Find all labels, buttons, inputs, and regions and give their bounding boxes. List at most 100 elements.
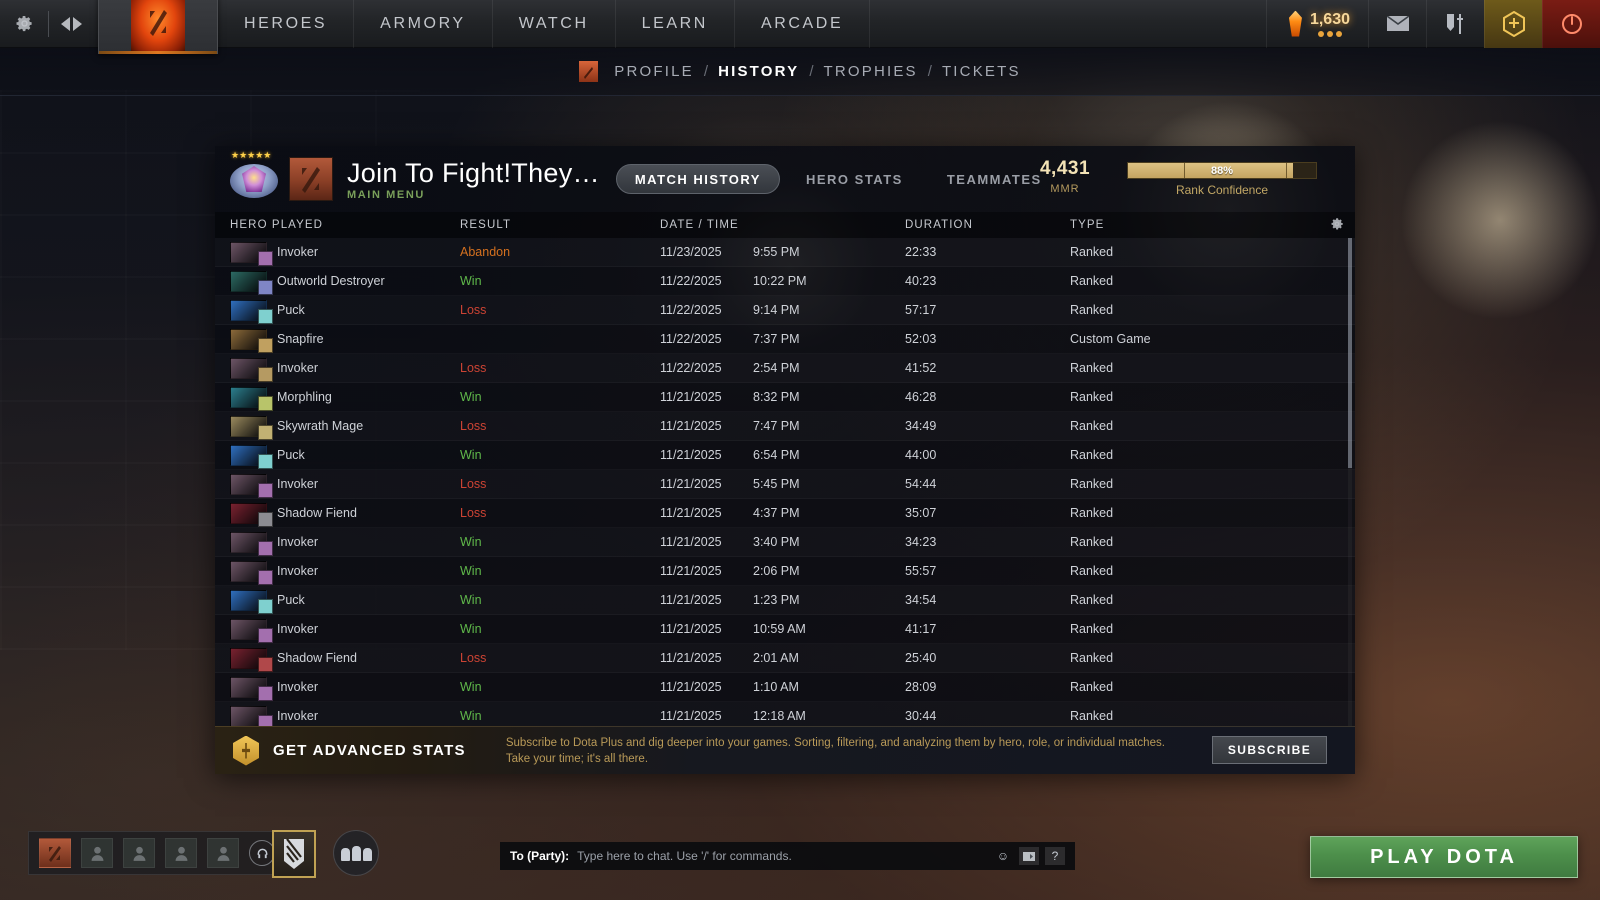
table-row[interactable]: Puck Win 11/21/2025 6:54 PM 44:00 Ranked — [215, 441, 1355, 470]
table-scrollbar-thumb[interactable] — [1348, 238, 1352, 468]
table-row[interactable]: Morphling Win 11/21/2025 8:32 PM 46:28 Ranked — [215, 383, 1355, 412]
table-settings-gear-icon[interactable] — [1329, 216, 1345, 235]
cell-hero: Puck — [215, 444, 460, 469]
table-row[interactable]: Invoker Loss 11/21/2025 5:45 PM 54:44 Ranked — [215, 470, 1355, 499]
power-button[interactable] — [1542, 0, 1600, 48]
shard-progress-dots — [1310, 30, 1350, 37]
friends-button[interactable] — [333, 830, 379, 876]
play-dota-button[interactable]: PLAY DOTA — [1310, 836, 1578, 878]
table-row[interactable]: Invoker Win 11/21/2025 12:18 AM 30:44 Ranked — [215, 702, 1355, 728]
dota-avatar-icon — [49, 845, 61, 862]
dota-logo-icon — [131, 0, 185, 53]
table-row[interactable]: Invoker Win 11/21/2025 10:59 AM 41:17 Ranked — [215, 615, 1355, 644]
hero-name: Invoker — [277, 535, 318, 549]
guild-button[interactable] — [272, 830, 316, 878]
cell-type: Ranked — [1070, 506, 1114, 520]
column-header-result[interactable]: RESULT — [460, 219, 512, 231]
party-slot-self[interactable] — [39, 838, 71, 868]
breadcrumb-history[interactable]: HISTORY — [718, 63, 800, 80]
table-row[interactable]: Snapfire 11/22/2025 7:37 PM 52:03 Custom Gam… — [215, 325, 1355, 354]
match-history-rows[interactable]: Invoker Abandon 11/23/2025 9:55 PM 22:33 Rank… — [215, 238, 1355, 728]
tab-teammates[interactable]: TEAMMATES — [946, 171, 1042, 187]
table-scrollbar-track[interactable] — [1348, 238, 1352, 728]
chat-input-bar[interactable]: To (Party): Type here to chat. Use '/' f… — [500, 842, 1075, 870]
table-row[interactable]: Invoker Win 11/21/2025 2:06 PM 55:57 Ranked — [215, 557, 1355, 586]
table-row[interactable]: Puck Loss 11/22/2025 9:14 PM 57:17 Ranked — [215, 296, 1355, 325]
party-slot-empty[interactable] — [207, 838, 239, 868]
nav-history-arrows[interactable] — [49, 16, 94, 31]
breadcrumb-profile[interactable]: PROFILE — [614, 63, 694, 80]
hero-role-badge-icon — [258, 395, 273, 411]
cell-hero: Outworld Destroyer — [215, 270, 460, 295]
arrow-left-icon[interactable] — [61, 16, 70, 31]
nav-divider — [48, 10, 49, 37]
subscribe-button[interactable]: SUBSCRIBE — [1212, 736, 1327, 764]
dota-plus-button[interactable] — [1484, 0, 1542, 48]
tab-hero-stats[interactable]: HERO STATS — [805, 171, 903, 187]
power-icon — [1561, 13, 1582, 34]
match-time: 7:47 PM — [753, 419, 800, 433]
cell-hero: Invoker — [215, 473, 460, 498]
sticker-icon[interactable] — [1019, 847, 1039, 865]
breadcrumb-separator: / — [703, 63, 709, 80]
table-row[interactable]: Shadow Fiend Loss 11/21/2025 2:01 AM 25:40 Ra… — [215, 644, 1355, 673]
cell-duration: 28:09 — [905, 680, 937, 694]
armory-button[interactable] — [1426, 0, 1484, 48]
breadcrumb-tickets[interactable]: TICKETS — [941, 63, 1021, 80]
dota-home-tab[interactable] — [98, 0, 218, 54]
cell-type: Ranked — [1070, 361, 1114, 375]
party-slot-empty[interactable] — [123, 838, 155, 868]
hero-name: Invoker — [277, 709, 318, 723]
tab-match-history[interactable]: MATCH HISTORY — [615, 164, 780, 194]
chat-input[interactable]: Type here to chat. Use '/' for commands. — [577, 849, 792, 863]
table-row[interactable]: Skywrath Mage Loss 11/21/2025 7:47 PM 34:49 R… — [215, 412, 1355, 441]
table-row[interactable]: Invoker Win 11/21/2025 1:10 AM 28:09 Ranked — [215, 673, 1355, 702]
mail-button[interactable] — [1368, 0, 1426, 48]
question-icon[interactable]: ? — [1045, 847, 1065, 865]
nav-link-armory[interactable]: ARMORY — [354, 0, 493, 48]
cell-hero: Puck — [215, 299, 460, 324]
avatar[interactable] — [289, 157, 333, 201]
hero-name: Invoker — [277, 477, 318, 491]
party-slot-empty[interactable] — [81, 838, 113, 868]
nav-link-watch[interactable]: WATCH — [493, 0, 616, 48]
arrow-right-icon[interactable] — [73, 16, 82, 31]
cell-date-time: 11/21/2025 8:32 PM — [660, 390, 905, 404]
match-time: 3:40 PM — [753, 535, 800, 549]
table-row[interactable]: Invoker Loss 11/22/2025 2:54 PM 41:52 Ranked — [215, 354, 1355, 383]
column-header-hero[interactable]: HERO PLAYED — [230, 219, 324, 231]
hero-role-badge-icon — [258, 627, 273, 643]
column-header-date[interactable]: DATE / TIME — [660, 219, 739, 231]
nav-link-arcade[interactable]: ARCADE — [735, 0, 871, 48]
smiley-icon[interactable]: ☺ — [996, 849, 1010, 863]
cell-type: Ranked — [1070, 390, 1114, 404]
table-row[interactable]: Outworld Destroyer Win 11/22/2025 10:22 PM 4… — [215, 267, 1355, 296]
match-date: 11/21/2025 — [660, 680, 722, 694]
nav-link-learn[interactable]: LEARN — [616, 0, 735, 48]
table-row[interactable]: Puck Win 11/21/2025 1:23 PM 34:54 Ranked — [215, 586, 1355, 615]
hero-portrait-icon — [230, 444, 273, 469]
settings-gear-icon[interactable] — [0, 0, 48, 48]
table-header-row: HERO PLAYED RESULT DATE / TIME DURATION … — [215, 212, 1355, 238]
match-time: 7:37 PM — [753, 332, 800, 346]
table-row[interactable]: Shadow Fiend Loss 11/21/2025 4:37 PM 35:07 Ra… — [215, 499, 1355, 528]
mail-icon — [1386, 16, 1409, 31]
shard-currency[interactable]: 1,630 — [1267, 0, 1368, 48]
shard-icon — [1288, 10, 1302, 37]
hero-portrait-icon — [230, 705, 273, 728]
party-slot-empty[interactable] — [165, 838, 197, 868]
match-date: 11/21/2025 — [660, 651, 722, 665]
column-header-type[interactable]: TYPE — [1070, 219, 1105, 231]
nav-link-heroes[interactable]: HEROES — [218, 0, 355, 48]
active-tab-underline — [99, 50, 217, 54]
table-row[interactable]: Invoker Abandon 11/23/2025 9:55 PM 22:33 Rank… — [215, 238, 1355, 267]
breadcrumb-trophies[interactable]: TROPHIES — [823, 63, 918, 80]
hero-name: Snapfire — [277, 332, 324, 346]
column-header-duration[interactable]: DURATION — [905, 219, 974, 231]
hero-portrait-icon — [230, 357, 273, 382]
cell-type: Ranked — [1070, 245, 1114, 259]
table-row[interactable]: Invoker Win 11/21/2025 3:40 PM 34:23 Ranked — [215, 528, 1355, 557]
hero-name: Morphling — [277, 390, 332, 404]
hero-portrait-icon — [230, 676, 273, 701]
top-navigation-bar: HEROES ARMORY WATCH LEARN ARCADE 1,630 — [0, 0, 1600, 54]
